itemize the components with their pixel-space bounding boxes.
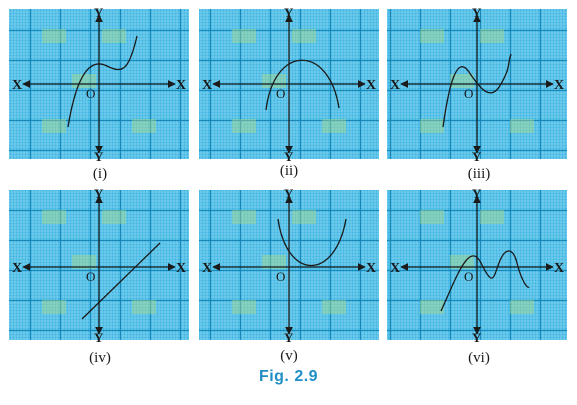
y-axis-label-bottom: Y — [94, 149, 104, 164]
graph-panel-2: X X Y Y O — [199, 5, 379, 164]
panel-caption-2: (ii) — [279, 163, 299, 179]
graph-curve — [277, 218, 347, 267]
origin-label: O — [464, 86, 473, 101]
grid-cell-highlight — [420, 210, 444, 224]
figure-caption: Fig. 2.9 — [258, 368, 319, 385]
grid-cell-highlight — [102, 210, 126, 224]
grid-cell-highlight — [102, 29, 126, 43]
grid-cell-highlight — [292, 29, 316, 43]
graph-curve — [67, 35, 138, 128]
x-axis-label-left: X — [202, 261, 212, 276]
grid-cell-highlight — [480, 210, 504, 224]
y-axis-label-bottom: Y — [472, 149, 482, 164]
grid-cell-highlight — [322, 119, 346, 133]
graph-panel-5: X X Y Y O — [199, 186, 379, 345]
panel-caption-5: (v) — [280, 348, 298, 364]
y-axis-label-top: Y — [94, 186, 104, 201]
y-axis-label-top: Y — [284, 5, 294, 20]
x-axis-label-right: X — [366, 261, 376, 276]
x-axis-label-left: X — [390, 261, 400, 276]
x-axis-label-right: X — [554, 261, 564, 276]
graph-curve — [440, 250, 530, 312]
graph-panel-3: X X Y Y O — [387, 5, 567, 164]
grid-cell-highlight — [420, 119, 444, 133]
grid-cell-highlight — [132, 300, 156, 314]
panel-caption-6: (vi) — [468, 350, 490, 366]
x-axis-label-right: X — [176, 78, 186, 93]
y-axis-label-top: Y — [284, 186, 294, 201]
origin-label: O — [86, 86, 95, 101]
grid-cell-highlight — [232, 29, 256, 43]
origin-label: O — [464, 269, 473, 284]
graph-curve — [81, 242, 161, 320]
grid-cell-highlight — [42, 300, 66, 314]
x-axis-label-left: X — [390, 78, 400, 93]
grid-cell-highlight — [232, 210, 256, 224]
graph-curve — [265, 59, 340, 111]
y-axis-label-bottom: Y — [284, 149, 294, 164]
x-axis-label-right: X — [366, 78, 376, 93]
grid-cell-highlight — [420, 300, 444, 314]
graph-panel-6: X X Y Y O — [387, 186, 567, 345]
graph-curve — [442, 53, 512, 128]
grid-cell-highlight — [132, 119, 156, 133]
x-axis-label-left: X — [202, 78, 212, 93]
y-axis-label-top: Y — [94, 5, 104, 20]
origin-label: O — [276, 86, 285, 101]
origin-label: O — [276, 269, 285, 284]
y-axis-label-bottom: Y — [94, 330, 104, 345]
grid-cell-highlight — [292, 210, 316, 224]
y-axis-label-top: Y — [472, 186, 482, 201]
x-axis-label-left: X — [12, 261, 22, 276]
grid-cell-highlight — [42, 210, 66, 224]
y-axis-label-bottom: Y — [472, 330, 482, 345]
panel-caption-3: (iii) — [467, 166, 491, 182]
y-axis-label-bottom: Y — [284, 330, 294, 345]
grid-cell-highlight — [232, 300, 256, 314]
grid-cell-highlight — [510, 119, 534, 133]
grid-cell-highlight — [510, 300, 534, 314]
panel-caption-1: (i) — [92, 166, 108, 182]
panel-caption-4: (iv) — [89, 350, 111, 366]
grid-cell-highlight — [420, 29, 444, 43]
grid-cell-highlight — [42, 29, 66, 43]
x-axis-label-right: X — [176, 261, 186, 276]
graph-panel-1: X X Y Y O — [9, 5, 189, 164]
x-axis-label-left: X — [12, 78, 22, 93]
grid-cell-highlight — [232, 119, 256, 133]
grid-cell-highlight — [42, 119, 66, 133]
x-axis-label-right: X — [554, 78, 564, 93]
origin-label: O — [86, 269, 95, 284]
y-axis-label-top: Y — [472, 5, 482, 20]
grid-cell-highlight — [322, 300, 346, 314]
grid-cell-highlight — [480, 29, 504, 43]
graph-panel-4: X X Y Y O — [9, 186, 189, 345]
